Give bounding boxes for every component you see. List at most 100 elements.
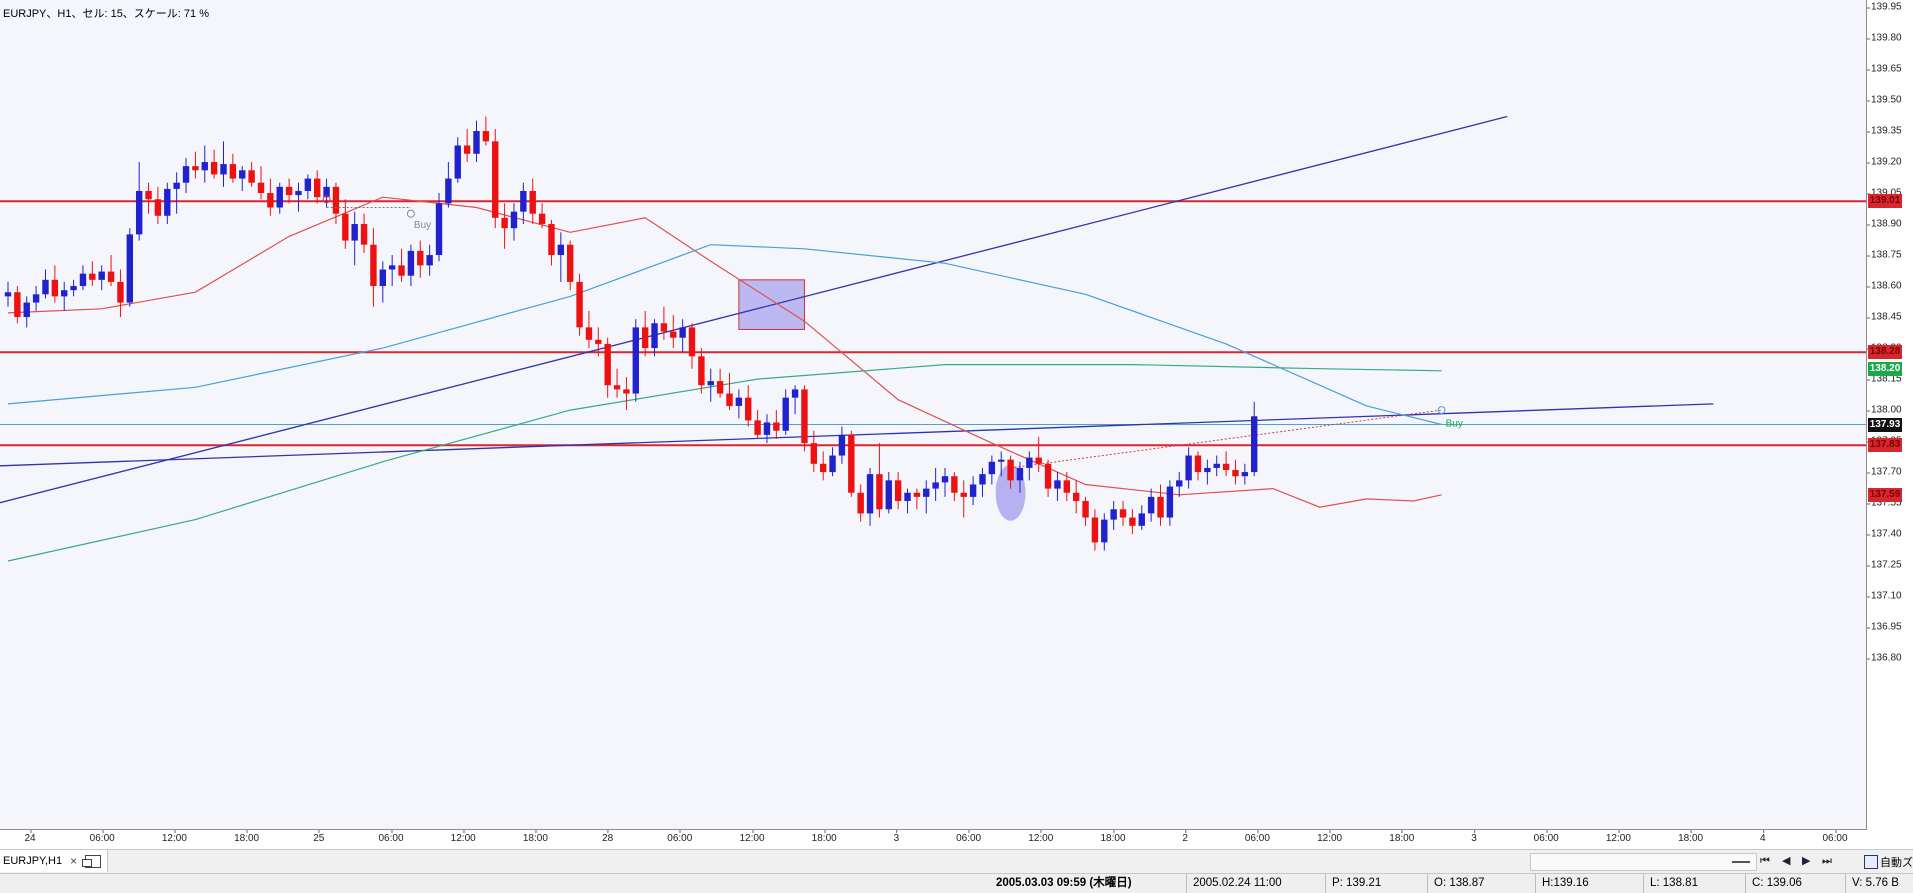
prev-icon[interactable]: ◀: [1782, 855, 1791, 867]
candle: [698, 348, 705, 394]
candle: [388, 255, 396, 287]
candle: [510, 203, 518, 241]
candle: [1063, 472, 1071, 502]
candle: [445, 162, 452, 208]
candle: [239, 166, 246, 191]
candle: [314, 170, 321, 204]
price-tick: 139.35: [1867, 125, 1902, 137]
candle: [61, 281, 68, 311]
candle: [426, 244, 433, 276]
candle: [567, 240, 574, 291]
moving-average-medium: [7, 244, 1442, 426]
moving-average-long: [7, 364, 1442, 562]
time-tick: 3: [893, 830, 900, 844]
time-axis[interactable]: 24 06:00 12:00 18:00 25 06:00 12:00 18:00 28 06:0…: [0, 830, 1866, 848]
candle: [763, 414, 771, 444]
price-tick: 136.80: [1867, 652, 1902, 664]
candle: [1241, 463, 1249, 485]
candle: [969, 476, 977, 506]
candle: [548, 219, 555, 266]
time-tick: 18:00: [1100, 830, 1126, 844]
time-tick: 06:00: [667, 830, 693, 844]
price-tick: 137.40: [1867, 528, 1902, 540]
time-tick: 12:00: [1317, 830, 1343, 844]
window-icon[interactable]: [82, 854, 102, 868]
price-tick: 137.25: [1867, 559, 1902, 571]
candle: [360, 213, 368, 253]
candle: [707, 368, 714, 402]
candle: [463, 128, 471, 163]
price-label: 137.83: [1868, 438, 1902, 453]
time-tick: 06:00: [1822, 830, 1848, 844]
candle: [904, 488, 911, 514]
next-icon[interactable]: ▶: [1802, 855, 1811, 867]
buy-label-new: Buy: [1446, 419, 1463, 430]
candle: [1251, 401, 1258, 477]
auto-zoom-icon: [1864, 854, 1878, 869]
candle: [89, 261, 96, 287]
candle: [1138, 505, 1145, 530]
moving-average-short: [7, 196, 1442, 508]
price-tick: 139.65: [1867, 63, 1902, 75]
chart-scroll-box[interactable]: [1530, 853, 1757, 871]
time-tick: 25: [313, 830, 325, 844]
candle: [370, 228, 377, 307]
chart-plot-area[interactable]: Buy Buy EURJPY、H1、セル: 15、スケール: 71 %: [0, 0, 1867, 830]
candle: [1129, 509, 1136, 535]
chart-tab-bar: EURJPY,H1 × ⏮ ◀ ▶ ⏭ 自動ズーム: [0, 849, 1913, 873]
candle: [4, 281, 12, 307]
status-p: P: 139.21: [1325, 874, 1381, 893]
candle: [51, 265, 59, 303]
close-icon[interactable]: ×: [70, 854, 78, 868]
scroll-thumb[interactable]: [1732, 861, 1750, 863]
candle: [848, 430, 855, 497]
candle: [1176, 472, 1183, 497]
price-label: 139.01: [1868, 194, 1902, 209]
price-tick: 139.80: [1867, 32, 1902, 44]
status-bar: 2005.03.03 09:59 (木曜日) 2005.02.24 11:00 …: [0, 873, 1913, 893]
chart-header: EURJPY、H1、セル: 15、スケール: 71 %: [3, 8, 209, 20]
price-axis[interactable]: 139.95 139.80 139.65 139.50 139.35 139.20 139.…: [1867, 0, 1913, 830]
chart-canvas[interactable]: Buy Buy: [0, 0, 1866, 829]
candle: [1166, 480, 1174, 526]
price-label: 137.59: [1868, 487, 1902, 502]
sell-marker-icon: [322, 195, 331, 204]
candle: [1232, 459, 1239, 485]
candle: [801, 385, 808, 452]
candle: [726, 372, 733, 411]
candle: [135, 162, 143, 241]
auto-zoom-button[interactable]: 自動ズーム: [1864, 852, 1913, 871]
price-tick: 138.15: [1867, 373, 1902, 385]
time-tick: 06:00: [1244, 830, 1270, 844]
price-tick: 139.95: [1867, 1, 1902, 13]
candle: [23, 296, 30, 328]
first-page-icon[interactable]: ⏮: [1760, 855, 1770, 867]
status-time: 2005.02.24 11:00: [1186, 874, 1282, 893]
status-high: H:139.16: [1535, 874, 1589, 893]
price-tick: 139.50: [1867, 94, 1902, 106]
candle: [885, 472, 892, 514]
price-label: 138.28: [1868, 345, 1902, 360]
time-tick: 4: [1760, 830, 1766, 844]
candle: [229, 153, 237, 183]
last-page-icon[interactable]: ⏭: [1822, 855, 1832, 867]
time-tick: 18:00: [234, 830, 260, 844]
candle: [257, 166, 265, 200]
time-tick: 12:00: [1028, 830, 1054, 844]
candle: [979, 467, 986, 497]
candle: [679, 319, 686, 353]
chart-tab[interactable]: EURJPY,H1 ×: [0, 850, 109, 872]
candle: [70, 279, 77, 297]
price-tick: 138.90: [1867, 218, 1902, 230]
candle: [342, 199, 349, 249]
candle: [1222, 451, 1230, 477]
candle: [894, 472, 902, 510]
candle: [745, 385, 752, 427]
price-tick: 138.45: [1867, 311, 1902, 323]
buy-marker-icon: [406, 209, 415, 218]
candle: [632, 319, 639, 402]
chart-tab-label: EURJPY,H1: [3, 855, 63, 867]
price-label: 138.20: [1868, 361, 1902, 376]
candle: [688, 323, 696, 369]
time-tick: 18:00: [1678, 830, 1704, 844]
